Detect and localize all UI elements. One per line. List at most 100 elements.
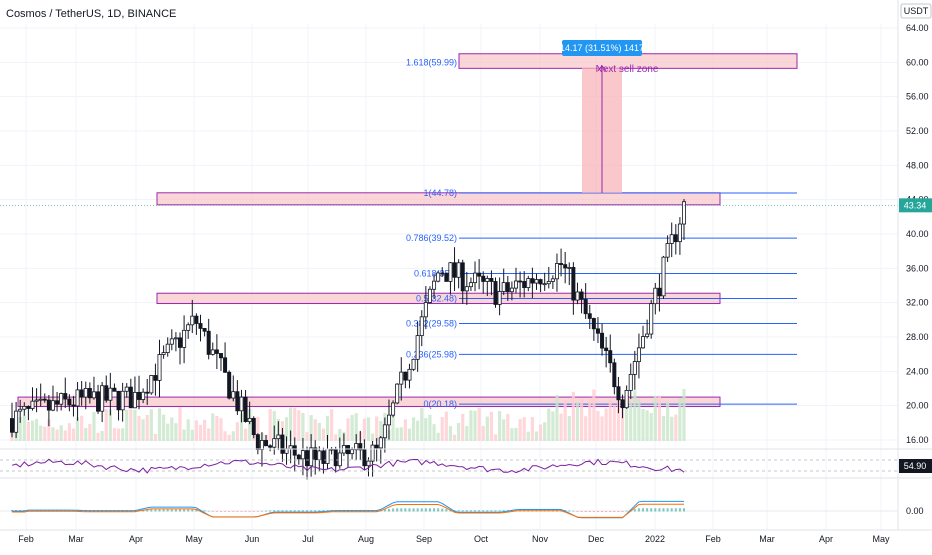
measure-label-box bbox=[562, 40, 642, 56]
candle-body bbox=[214, 349, 219, 354]
volume-bar bbox=[551, 411, 555, 441]
candle-body bbox=[325, 448, 330, 464]
volume-bar bbox=[207, 428, 211, 441]
macd-histogram-bar bbox=[146, 509, 149, 512]
candle-body bbox=[55, 400, 60, 405]
volume-bar bbox=[34, 418, 39, 441]
volume-bar bbox=[223, 431, 227, 441]
macd-histogram-bar bbox=[486, 510, 489, 512]
candle-body bbox=[600, 332, 605, 349]
volume-bar bbox=[616, 393, 621, 441]
candle-body bbox=[436, 272, 441, 282]
candle-body bbox=[157, 354, 162, 381]
candle-body bbox=[227, 371, 232, 399]
candle-body bbox=[407, 368, 412, 381]
macd-histogram-bar bbox=[420, 508, 423, 512]
macd-histogram-bar bbox=[412, 508, 415, 512]
macd-histogram-bar bbox=[203, 510, 206, 512]
currency-badge[interactable] bbox=[900, 3, 932, 19]
volume-bar bbox=[506, 413, 510, 441]
volume-bar bbox=[604, 408, 608, 441]
candle-body bbox=[538, 279, 543, 285]
macd-histogram-bar bbox=[35, 509, 38, 512]
volume-bar bbox=[469, 410, 473, 441]
volume-bar bbox=[67, 423, 71, 441]
volume-bar bbox=[330, 409, 334, 441]
volume-bar bbox=[629, 401, 633, 441]
price-tick-label: 32.00 bbox=[906, 298, 929, 308]
volume-bar bbox=[649, 413, 653, 441]
volume-bar bbox=[88, 424, 92, 441]
macd-histogram-bar bbox=[580, 511, 583, 512]
macd-histogram-bar bbox=[187, 509, 190, 512]
macd-histogram-bar bbox=[613, 511, 616, 512]
macd-histogram-bar bbox=[474, 510, 477, 512]
macd-histogram-bar bbox=[441, 508, 444, 512]
candle-body bbox=[313, 447, 318, 461]
volume-bar bbox=[100, 430, 104, 441]
fib-level-label: 1(44.78) bbox=[423, 188, 457, 198]
price-tick-label: 16.00 bbox=[906, 435, 929, 445]
chart-title: Cosmos / TetherUS, 1D, BINANCE bbox=[6, 8, 177, 20]
macd-histogram-bar bbox=[465, 510, 468, 512]
candle-body bbox=[317, 450, 322, 461]
volume-bar bbox=[293, 407, 297, 441]
candle-body bbox=[677, 223, 682, 243]
volume-bar bbox=[678, 398, 682, 441]
candle-body bbox=[645, 333, 650, 337]
volume-bar bbox=[457, 423, 461, 441]
volume-bar bbox=[194, 420, 198, 441]
candle-body bbox=[149, 375, 154, 394]
candle-body bbox=[559, 263, 564, 266]
macd-histogram-bar bbox=[47, 509, 50, 512]
volume-bar bbox=[502, 419, 506, 441]
macd-histogram-bar bbox=[318, 510, 321, 512]
candle-body bbox=[255, 434, 260, 450]
volume-bar bbox=[375, 416, 379, 441]
candle-body bbox=[534, 279, 539, 284]
volume-bar bbox=[121, 428, 125, 441]
fib-level-label: 0(20.18) bbox=[423, 399, 457, 409]
volume-bar bbox=[485, 416, 489, 441]
volume-bar bbox=[350, 414, 354, 441]
price-tick-label: 20.00 bbox=[906, 401, 929, 411]
volume-bar bbox=[670, 416, 674, 441]
candle-body bbox=[161, 352, 166, 355]
candle-body bbox=[554, 263, 559, 280]
candle-body bbox=[116, 390, 121, 411]
candle-body bbox=[575, 291, 580, 301]
candle-body bbox=[235, 391, 240, 412]
candle-body bbox=[67, 398, 72, 406]
macd-histogram-bar bbox=[457, 510, 460, 512]
volume-bar bbox=[420, 407, 424, 441]
macd-histogram-bar bbox=[572, 510, 575, 512]
zones-layer bbox=[17, 53, 798, 408]
macd-histogram-bar bbox=[646, 508, 649, 512]
candle-body bbox=[382, 424, 387, 439]
macd-histogram-bar bbox=[461, 510, 464, 512]
volume-bar bbox=[22, 415, 26, 441]
volume-bar bbox=[166, 423, 170, 441]
macd-histogram-bar bbox=[322, 510, 325, 512]
candle-body bbox=[530, 278, 535, 284]
candle-body bbox=[120, 390, 125, 411]
candle-body bbox=[624, 390, 629, 409]
macd-histogram-bar bbox=[219, 511, 222, 512]
candle-body bbox=[649, 303, 654, 335]
candle-body bbox=[641, 336, 646, 349]
volume-bar bbox=[301, 412, 305, 441]
time-tick-label: 2022 bbox=[645, 534, 665, 544]
candle-body bbox=[665, 243, 670, 258]
candle-body bbox=[124, 386, 129, 392]
volume-bar bbox=[137, 415, 141, 441]
candle-body bbox=[583, 299, 588, 315]
time-tick-label: Oct bbox=[474, 534, 489, 544]
candle-body bbox=[153, 375, 158, 381]
volume-bar bbox=[588, 397, 592, 441]
volume-bar bbox=[481, 425, 485, 441]
candle-body bbox=[608, 350, 613, 364]
volume-bar bbox=[555, 395, 559, 441]
price-tick-label: 56.00 bbox=[906, 92, 929, 102]
